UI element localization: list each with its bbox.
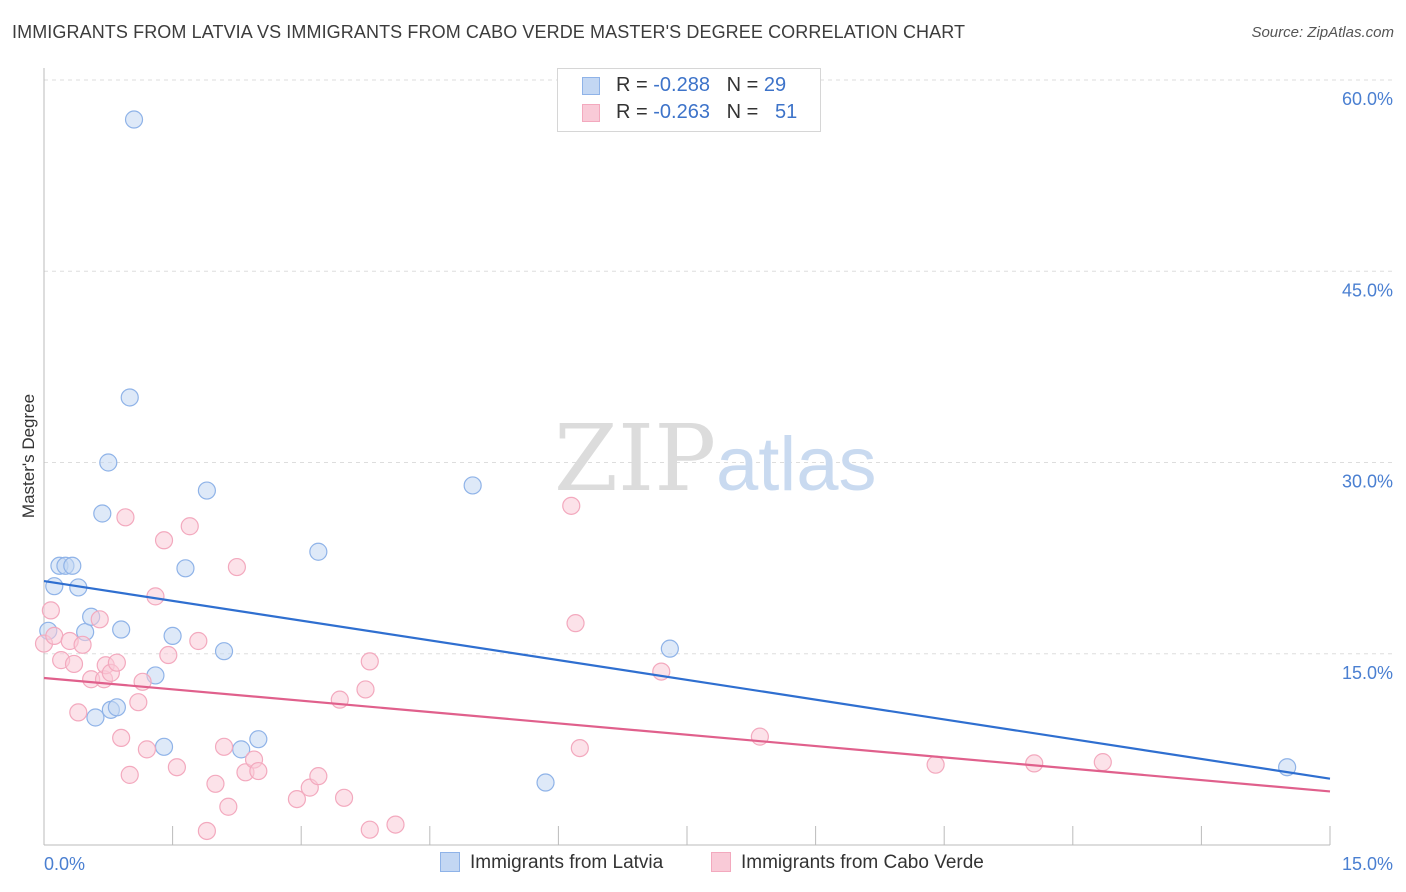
- series-legend-cabo-verde: Immigrants from Cabo Verde: [711, 852, 984, 874]
- point-cabo-verde: [356, 680, 375, 699]
- trend-line-latvia: [43, 579, 1331, 780]
- y-tick-label: 45.0%: [1342, 280, 1393, 300]
- correlation-legend: R = -0.288 N = 29 R = -0.263 N = 51: [557, 68, 821, 132]
- point-cabo-verde: [120, 765, 139, 784]
- point-cabo-verde: [116, 508, 135, 527]
- point-cabo-verde: [219, 797, 238, 816]
- series-label-latvia: Immigrants from Latvia: [470, 852, 664, 873]
- point-cabo-verde: [1093, 753, 1112, 772]
- point-cabo-verde: [386, 815, 405, 834]
- legend-r-label: R =: [616, 74, 654, 96]
- watermark-zip: ZIP: [554, 405, 716, 512]
- x-tick-labels: 0.0% 15.0%: [44, 854, 1393, 874]
- legend-swatch-cabo-verde: [582, 104, 600, 122]
- point-cabo-verde: [309, 767, 328, 786]
- point-cabo-verde: [360, 820, 379, 839]
- point-cabo-verde: [566, 614, 585, 633]
- point-latvia: [93, 504, 112, 523]
- point-latvia: [99, 453, 118, 472]
- legend-swatch-latvia: [582, 77, 600, 95]
- point-latvia: [120, 388, 139, 407]
- y-tick-labels: 15.0% 30.0% 45.0% 60.0%: [1342, 89, 1393, 683]
- point-latvia: [154, 737, 174, 756]
- point-latvia: [463, 476, 482, 495]
- series-label-cabo-verde: Immigrants from Cabo Verde: [741, 852, 984, 873]
- point-cabo-verde: [214, 737, 234, 756]
- point-latvia: [536, 773, 555, 792]
- chart-source: Source: ZipAtlas.com: [1251, 24, 1394, 41]
- legend-n-value: 29: [763, 74, 787, 96]
- legend-n-value: 51: [775, 101, 798, 123]
- y-axis-label: Master's Degree: [19, 394, 38, 518]
- point-cabo-verde: [167, 758, 186, 777]
- trend-line-cabo-verde: [43, 676, 1331, 793]
- point-cabo-verde: [69, 703, 88, 722]
- trend-lines: [43, 579, 1331, 793]
- point-cabo-verde: [227, 557, 246, 577]
- watermark: ZIP atlas: [554, 405, 877, 512]
- point-cabo-verde: [189, 631, 208, 651]
- point-latvia: [107, 698, 126, 717]
- point-cabo-verde: [287, 789, 307, 809]
- chart-title: IMMIGRANTS FROM LATVIA VS IMMIGRANTS FRO…: [12, 22, 966, 42]
- point-latvia: [309, 542, 328, 561]
- point-latvia: [197, 481, 216, 500]
- point-latvia: [112, 620, 131, 639]
- x-tick-label: 15.0%: [1342, 854, 1393, 874]
- point-latvia: [45, 577, 64, 596]
- point-cabo-verde: [334, 788, 354, 807]
- x-tick-label: 0.0%: [44, 854, 85, 874]
- y-tick-label: 60.0%: [1342, 89, 1393, 109]
- point-cabo-verde: [112, 728, 131, 748]
- point-cabo-verde: [206, 774, 225, 793]
- point-cabo-verde: [90, 610, 109, 629]
- legend-n-label: N =: [726, 101, 764, 123]
- point-latvia: [214, 642, 234, 661]
- point-cabo-verde: [360, 652, 379, 671]
- point-cabo-verde: [1025, 754, 1044, 773]
- legend-r-label: R =: [616, 101, 654, 123]
- point-latvia: [660, 639, 679, 658]
- point-cabo-verde: [107, 653, 126, 672]
- gridlines: [44, 79, 1392, 655]
- point-cabo-verde: [154, 531, 174, 550]
- y-tick-label: 30.0%: [1342, 472, 1393, 492]
- legend-r-value: -0.288: [653, 74, 710, 96]
- point-cabo-verde: [129, 693, 148, 712]
- point-latvia: [249, 730, 268, 749]
- point-cabo-verde: [562, 496, 581, 515]
- point-cabo-verde: [73, 635, 92, 654]
- y-tick-label: 15.0%: [1342, 663, 1393, 683]
- point-latvia: [86, 708, 105, 727]
- point-cabo-verde: [570, 738, 589, 758]
- watermark-atlas: atlas: [716, 422, 877, 507]
- point-cabo-verde: [64, 654, 84, 674]
- point-latvia: [163, 626, 182, 646]
- series-legend-latvia: Immigrants from Latvia: [440, 852, 663, 874]
- point-latvia: [63, 556, 82, 575]
- point-cabo-verde: [249, 761, 268, 781]
- point-cabo-verde: [45, 626, 64, 646]
- point-cabo-verde: [41, 601, 60, 620]
- legend-r-value: -0.263: [653, 101, 710, 123]
- point-cabo-verde: [926, 755, 945, 774]
- x-ticks: [172, 826, 1331, 845]
- series-swatch-cabo-verde: [711, 852, 731, 872]
- point-latvia: [176, 559, 195, 578]
- point-latvia: [124, 110, 144, 129]
- point-cabo-verde: [180, 517, 199, 536]
- legend-n-label: N =: [726, 74, 764, 96]
- point-cabo-verde: [197, 821, 216, 841]
- series-swatch-latvia: [440, 852, 460, 872]
- point-cabo-verde: [137, 740, 156, 759]
- point-cabo-verde: [159, 645, 178, 665]
